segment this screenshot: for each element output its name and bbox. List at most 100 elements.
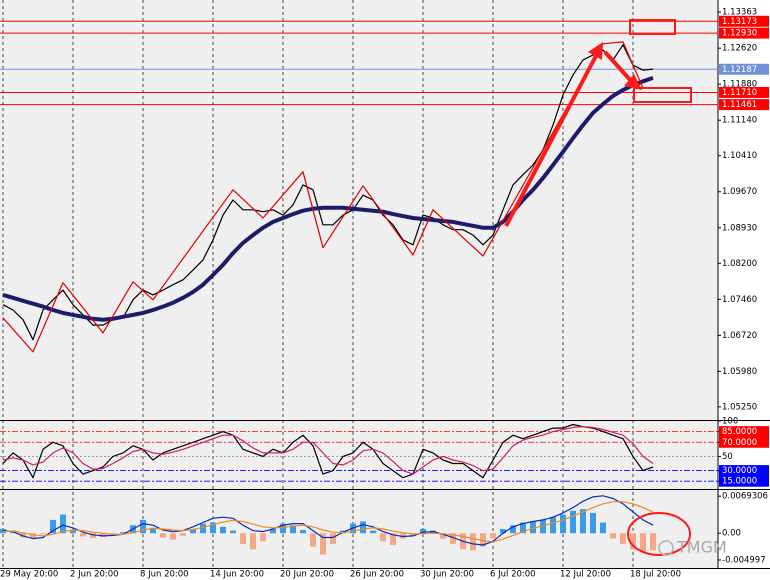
histogram-bar bbox=[60, 514, 66, 534]
target-box bbox=[629, 19, 676, 35]
y-tick-label: 70.0000 bbox=[722, 438, 757, 448]
y-tick-label: 1.12620 bbox=[722, 44, 757, 54]
histogram-bar bbox=[260, 533, 266, 542]
y-tick-label: -0.004997 bbox=[722, 555, 766, 565]
x-tick-label: 2 Jun 20:00 bbox=[70, 570, 119, 580]
histogram-bar bbox=[190, 528, 196, 534]
x-tick-label: 8 Jun 20:00 bbox=[140, 570, 189, 580]
trend-arrow bbox=[603, 50, 634, 84]
y-tick-label: 1.09670 bbox=[722, 187, 757, 197]
histogram-bar bbox=[310, 533, 316, 547]
y-tick-label: 1.05250 bbox=[722, 402, 757, 412]
histogram-bar bbox=[630, 533, 636, 550]
x-tick-label: 14 Jun 20:00 bbox=[210, 570, 264, 580]
watermark-logo bbox=[658, 540, 674, 556]
histogram-bar bbox=[370, 530, 376, 534]
y-tick-label: 15.0000 bbox=[722, 477, 757, 487]
histogram-bar bbox=[200, 523, 206, 534]
y-tick-label: 1.13363 bbox=[722, 8, 757, 18]
histogram-bar bbox=[620, 533, 626, 544]
level-label: 1.12930 bbox=[722, 29, 757, 39]
y-tick-label: 1.07460 bbox=[722, 295, 757, 305]
level-label-box bbox=[719, 86, 769, 98]
histogram-bar bbox=[450, 533, 456, 544]
level-label-box bbox=[719, 63, 769, 75]
watermark: TMGM bbox=[676, 538, 727, 557]
y-tick-label: 1.06720 bbox=[722, 331, 757, 341]
y-tick-label: 85.0000 bbox=[722, 427, 757, 437]
plot-background bbox=[0, 0, 718, 568]
histogram-bar bbox=[330, 533, 336, 544]
trend-arrow bbox=[504, 53, 599, 227]
y-tick-label: 100 bbox=[722, 417, 738, 427]
y-tick-label: 0.00 bbox=[722, 529, 741, 539]
histogram-bar bbox=[510, 525, 516, 534]
histogram-bar bbox=[500, 528, 506, 534]
level-label-box bbox=[719, 436, 769, 448]
histogram-bar bbox=[360, 521, 366, 534]
histogram-bar bbox=[560, 514, 566, 534]
y-tick-label: 1.10410 bbox=[722, 151, 757, 161]
histogram-bar bbox=[30, 533, 36, 539]
level-label: 1.13173 bbox=[722, 17, 757, 27]
level-label: 1.12187 bbox=[722, 65, 757, 75]
x-tick-label: 30 Jun 20:00 bbox=[420, 570, 474, 580]
histogram-bar bbox=[320, 533, 326, 555]
histogram-bar bbox=[410, 533, 416, 536]
histogram-bar bbox=[650, 533, 656, 551]
series-line bbox=[2, 426, 654, 475]
histogram-bar bbox=[610, 533, 616, 539]
histogram-bar bbox=[570, 510, 576, 534]
histogram-bar bbox=[230, 530, 236, 534]
y-tick-label: 0.0069306 bbox=[722, 492, 768, 502]
y-tick-label: 1.05980 bbox=[722, 367, 757, 377]
level-label: 1.11461 bbox=[722, 100, 757, 110]
histogram-bar bbox=[290, 525, 296, 534]
annotations: TMGM bbox=[504, 19, 727, 557]
histogram-bar bbox=[470, 533, 476, 551]
histogram-bar bbox=[440, 533, 446, 539]
histogram-bar bbox=[40, 533, 46, 535]
histogram-bar bbox=[70, 530, 76, 534]
series-line bbox=[2, 423, 654, 479]
histogram-bar bbox=[250, 533, 256, 550]
histogram-bar bbox=[580, 509, 586, 534]
series-line bbox=[2, 501, 654, 543]
x-tick-label: 26 Jun 20:00 bbox=[350, 570, 404, 580]
histogram-bar bbox=[150, 527, 156, 534]
level-label: 1.11710 bbox=[722, 88, 757, 98]
histogram-bar bbox=[420, 528, 426, 534]
level-label-box bbox=[719, 465, 769, 477]
x-tick-label: 20 Jun 20:00 bbox=[280, 570, 334, 580]
x-tick-label: 6 Jul 20:00 bbox=[490, 570, 536, 580]
level-label-box bbox=[719, 475, 769, 487]
histogram-bar bbox=[160, 533, 166, 538]
series-line bbox=[2, 41, 644, 353]
arrow-head bbox=[588, 42, 603, 60]
histogram-bar bbox=[390, 533, 396, 546]
histogram-bar bbox=[380, 533, 386, 542]
histogram-bar bbox=[220, 526, 226, 534]
histogram-bar bbox=[210, 522, 216, 534]
histogram-bar bbox=[90, 533, 96, 539]
histogram-bar bbox=[480, 533, 486, 547]
level-label-box bbox=[719, 15, 769, 27]
x-tick-label: 12 Jul 20:00 bbox=[560, 570, 611, 580]
y-tick-label: 1.08930 bbox=[722, 223, 757, 233]
histogram-bar bbox=[520, 522, 526, 534]
histogram-bar bbox=[270, 528, 276, 534]
y-tick-label: 1.11880 bbox=[722, 80, 757, 90]
histogram-bar bbox=[140, 519, 146, 534]
histogram-bar bbox=[280, 523, 286, 534]
y-tick-label: 1.08200 bbox=[722, 259, 757, 269]
histogram-bar bbox=[50, 519, 56, 534]
histogram-bar bbox=[180, 533, 186, 536]
y-tick-label: 50 bbox=[722, 452, 733, 462]
y-tick-label: 30.0000 bbox=[722, 466, 757, 476]
arrow-head bbox=[624, 74, 642, 90]
histogram-bar bbox=[80, 533, 86, 537]
level-label-box bbox=[719, 27, 769, 39]
x-tick-label: 18 Jul 20:00 bbox=[630, 570, 681, 580]
